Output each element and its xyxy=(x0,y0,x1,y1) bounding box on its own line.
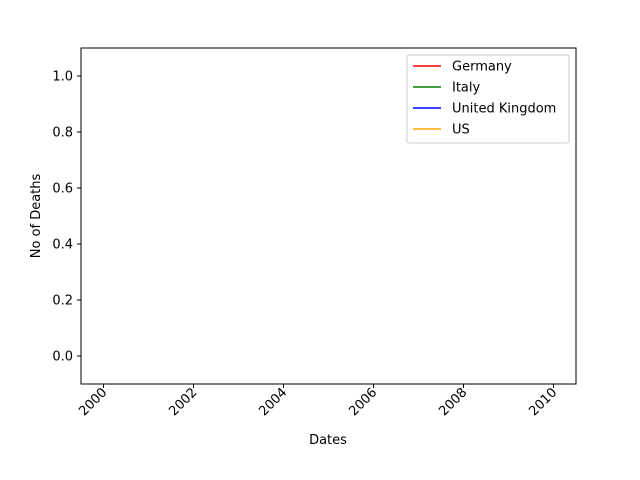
legend-label: US xyxy=(452,123,470,138)
x-tick-label: 2004 xyxy=(256,385,290,419)
y-axis-label: No of Deaths xyxy=(29,173,44,258)
x-tick-label: 2002 xyxy=(166,385,200,419)
legend-label: Germany xyxy=(452,60,512,75)
y-tick-label: 1.0 xyxy=(52,70,73,85)
legend-label: Italy xyxy=(452,81,481,96)
x-tick-label: 2000 xyxy=(76,385,110,419)
y-tick-label: 0.4 xyxy=(52,238,73,253)
plot-area xyxy=(80,47,577,385)
legend-label: United Kingdom xyxy=(452,102,556,117)
y-tick-label: 0.6 xyxy=(52,182,73,197)
y-axis-ticks: 0.0 0.2 0.4 0.6 0.8 1.0 xyxy=(52,70,81,365)
plot-frame xyxy=(80,47,577,385)
x-tick-label: 2008 xyxy=(436,385,470,419)
x-tick-label: 2010 xyxy=(526,385,560,419)
x-tick-label: 2006 xyxy=(346,385,380,419)
x-axis-label: Dates xyxy=(309,433,347,448)
legend: Germany Italy United Kingdom US xyxy=(406,54,570,144)
x-axis-ticks: 2000 2002 2004 2006 2008 2010 xyxy=(76,384,560,419)
y-tick-label: 0.0 xyxy=(52,350,73,365)
legend-box xyxy=(406,54,570,144)
y-tick-label: 0.8 xyxy=(52,126,73,141)
y-tick-label: 0.2 xyxy=(52,294,73,309)
